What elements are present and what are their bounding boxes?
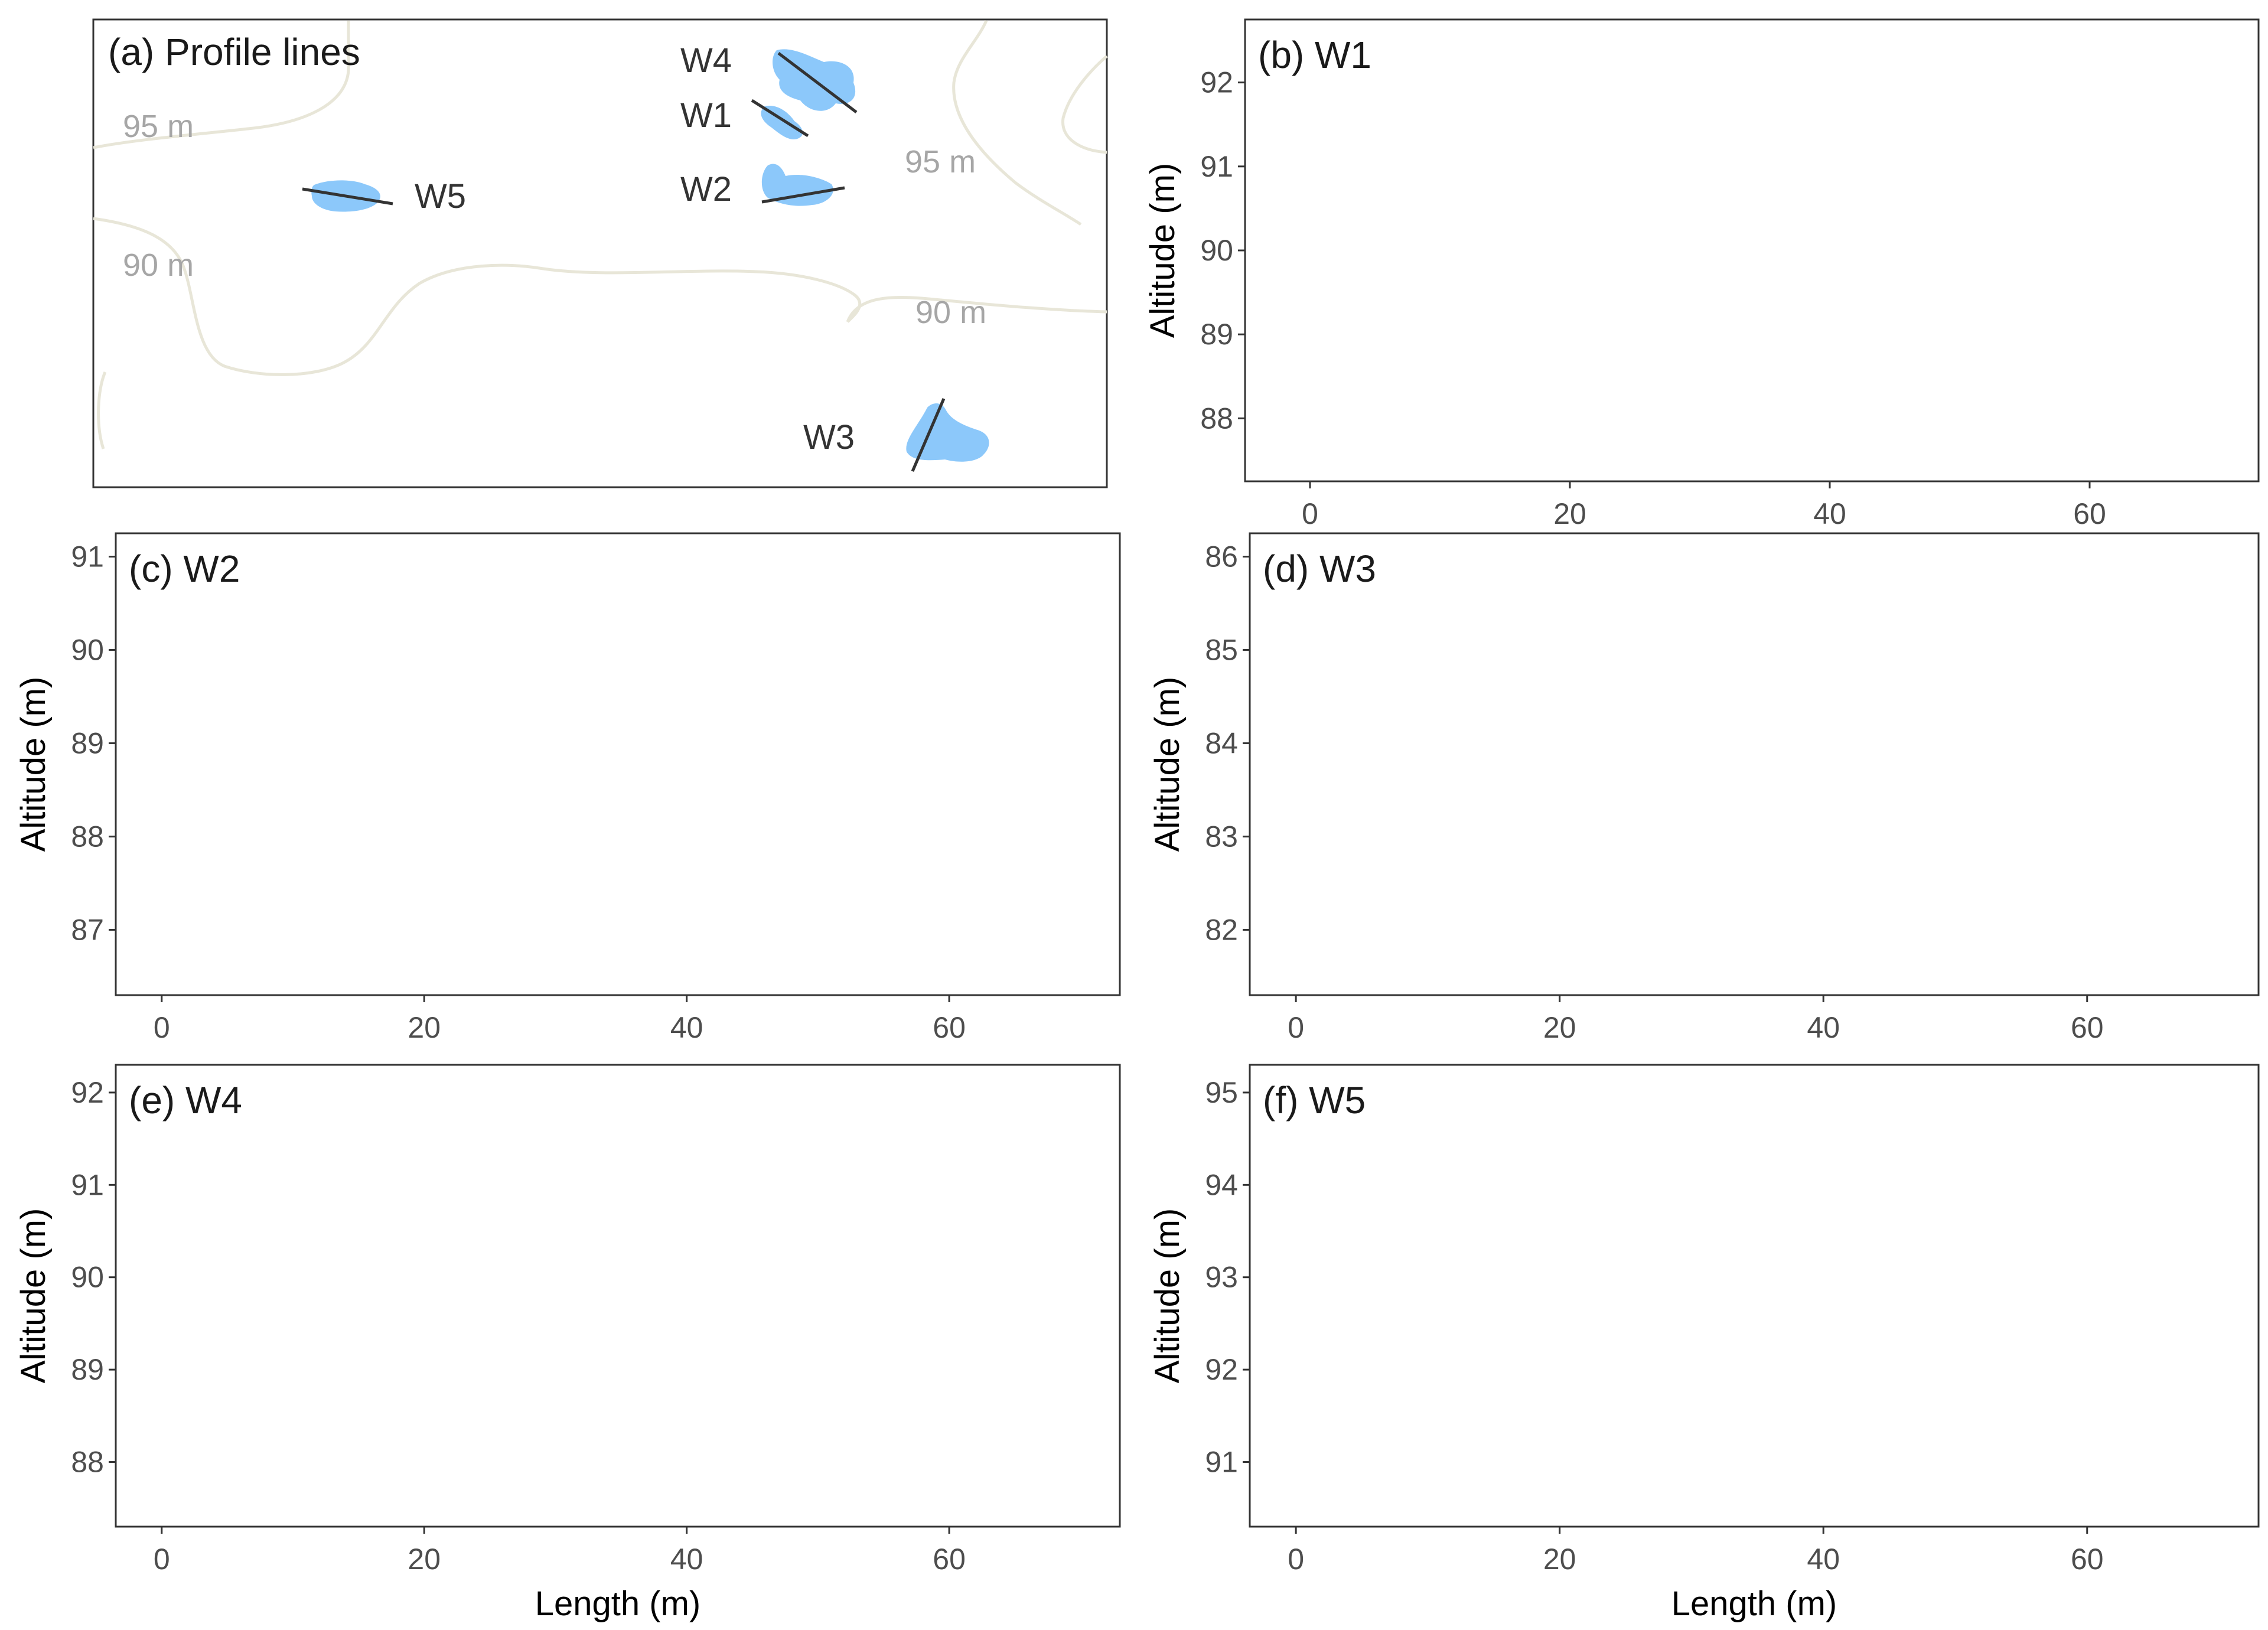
x-tick-label: 40 — [1807, 1543, 1840, 1576]
profile-line-w4 — [777, 52, 858, 113]
x-tick-label: 40 — [670, 1543, 703, 1576]
y-tick-label: 88 — [71, 820, 104, 853]
x-axis-title: Length (m) — [535, 1585, 700, 1623]
contour-label: 90 m — [123, 247, 194, 283]
panel-label: (e) W4 — [129, 1079, 242, 1122]
y-tick-label: 91 — [71, 540, 104, 573]
y-tick-label: 83 — [1205, 820, 1238, 853]
x-tick-label: 20 — [1553, 497, 1586, 530]
y-tick-label: 95 — [1205, 1076, 1238, 1109]
profile-line-w2 — [761, 186, 845, 204]
contour-line-90m-southwest — [97, 371, 107, 449]
wetland-label: W2 — [680, 170, 732, 208]
y-tick-label: 92 — [1205, 1353, 1238, 1386]
y-axis-title: Altitude (m) — [14, 677, 53, 852]
x-tick-label: 0 — [1288, 1543, 1304, 1576]
wetland-label: W5 — [415, 177, 466, 216]
panel-label: (d) W3 — [1263, 547, 1376, 590]
y-tick-label: 88 — [71, 1446, 104, 1479]
chart-panel-w5: 0 20 40 60 91 92 93 94 95 (f) W5 Altitude (m) Lengt… — [1148, 1064, 2260, 1623]
contour-line-90m-west — [93, 217, 862, 376]
y-tick-label: 84 — [1205, 726, 1238, 759]
y-tick-label: 92 — [71, 1076, 104, 1109]
y-tick-label: 87 — [71, 913, 104, 946]
y-tick-label: 90 — [71, 1261, 104, 1294]
y-tick-label: 86 — [1205, 540, 1238, 573]
y-tick-label: 89 — [71, 1353, 104, 1386]
x-tick-label: 40 — [1813, 497, 1846, 530]
x-axis-title: Length (m) — [1671, 1585, 1837, 1623]
x-tick-label: 0 — [1288, 1011, 1304, 1044]
profile-line-w3 — [911, 398, 946, 472]
x-tick-label: 60 — [2073, 497, 2106, 530]
chart-panel-w4: 0 20 40 60 88 89 90 91 92 (e) W4 Altitude (m) Lengt… — [14, 1064, 1121, 1623]
wetland-w3 — [906, 403, 989, 462]
panel-label: (c) W2 — [129, 547, 240, 590]
wetland-label: W4 — [680, 41, 732, 80]
chart-panel-w3: 0 20 40 60 82 83 84 85 86 (d) W3 Altitude (m) — [1148, 532, 2260, 1044]
x-tick-label: 0 — [1302, 497, 1318, 530]
y-tick-label: 89 — [1200, 318, 1233, 351]
y-tick-label: 91 — [1205, 1446, 1238, 1479]
y-tick-label: 82 — [1205, 913, 1238, 946]
contour-line-95m-west — [93, 21, 350, 149]
y-tick-label: 93 — [1205, 1261, 1238, 1294]
y-axis-title: Altitude (m) — [1148, 1208, 1187, 1384]
map-title: (a) Profile lines — [108, 31, 360, 73]
x-tick-label: 20 — [408, 1011, 441, 1044]
x-tick-label: 0 — [154, 1011, 170, 1044]
plot-frame — [1249, 1064, 2260, 1528]
profile-lines-map: (a) Profile lines 95 m 95 m 90 m 90 m W4… — [92, 18, 1108, 488]
x-tick-label: 60 — [933, 1011, 966, 1044]
x-tick-label: 60 — [2071, 1543, 2104, 1576]
y-tick-label: 91 — [71, 1168, 104, 1201]
y-axis-title: Altitude (m) — [14, 1208, 53, 1384]
plot-frame — [115, 1064, 1121, 1528]
y-tick-label: 92 — [1200, 66, 1233, 99]
wetland-label: W1 — [680, 96, 732, 135]
plot-frame — [1249, 532, 2260, 996]
y-tick-label: 89 — [71, 726, 104, 759]
y-axis-title: Altitude (m) — [1143, 163, 1182, 338]
contour-label: 95 m — [123, 109, 194, 144]
y-tick-label: 90 — [71, 633, 104, 666]
profile-line-w1 — [751, 99, 809, 138]
x-tick-label: 60 — [933, 1543, 966, 1576]
x-tick-label: 20 — [408, 1543, 441, 1576]
x-tick-label: 40 — [670, 1011, 703, 1044]
y-tick-label: 91 — [1200, 150, 1233, 183]
contour-label: 90 m — [915, 295, 986, 330]
x-tick-label: 60 — [2071, 1011, 2104, 1044]
x-tick-label: 20 — [1543, 1011, 1576, 1044]
y-tick-label: 88 — [1200, 402, 1233, 435]
y-tick-label: 90 — [1200, 234, 1233, 267]
contour-line-90m-east — [846, 295, 1107, 322]
chart-panel-w1: 0 20 40 60 88 89 90 91 92 (b) W1 Altitude (m) — [1143, 18, 2260, 530]
y-axis-title: Altitude (m) — [1148, 677, 1187, 852]
panel-label: (f) W5 — [1263, 1079, 1366, 1122]
profile-line-w5 — [302, 187, 393, 206]
contour-line-95m-northeast — [1061, 55, 1108, 154]
chart-panel-w2: 0 20 40 60 87 88 89 90 91 (c) W2 Altitude (m) — [14, 532, 1121, 1044]
y-tick-label: 94 — [1205, 1168, 1238, 1201]
x-tick-label: 40 — [1807, 1011, 1840, 1044]
plot-frame — [115, 532, 1121, 996]
x-tick-label: 20 — [1543, 1543, 1576, 1576]
plot-frame — [1244, 18, 2260, 483]
y-tick-label: 85 — [1205, 633, 1238, 666]
wetland-w2 — [761, 164, 833, 206]
contour-label: 95 m — [905, 144, 976, 180]
contour-line-95m-east — [952, 20, 1082, 226]
x-tick-label: 0 — [154, 1543, 170, 1576]
wetland-label: W3 — [803, 418, 855, 457]
panel-label: (b) W1 — [1258, 34, 1371, 76]
